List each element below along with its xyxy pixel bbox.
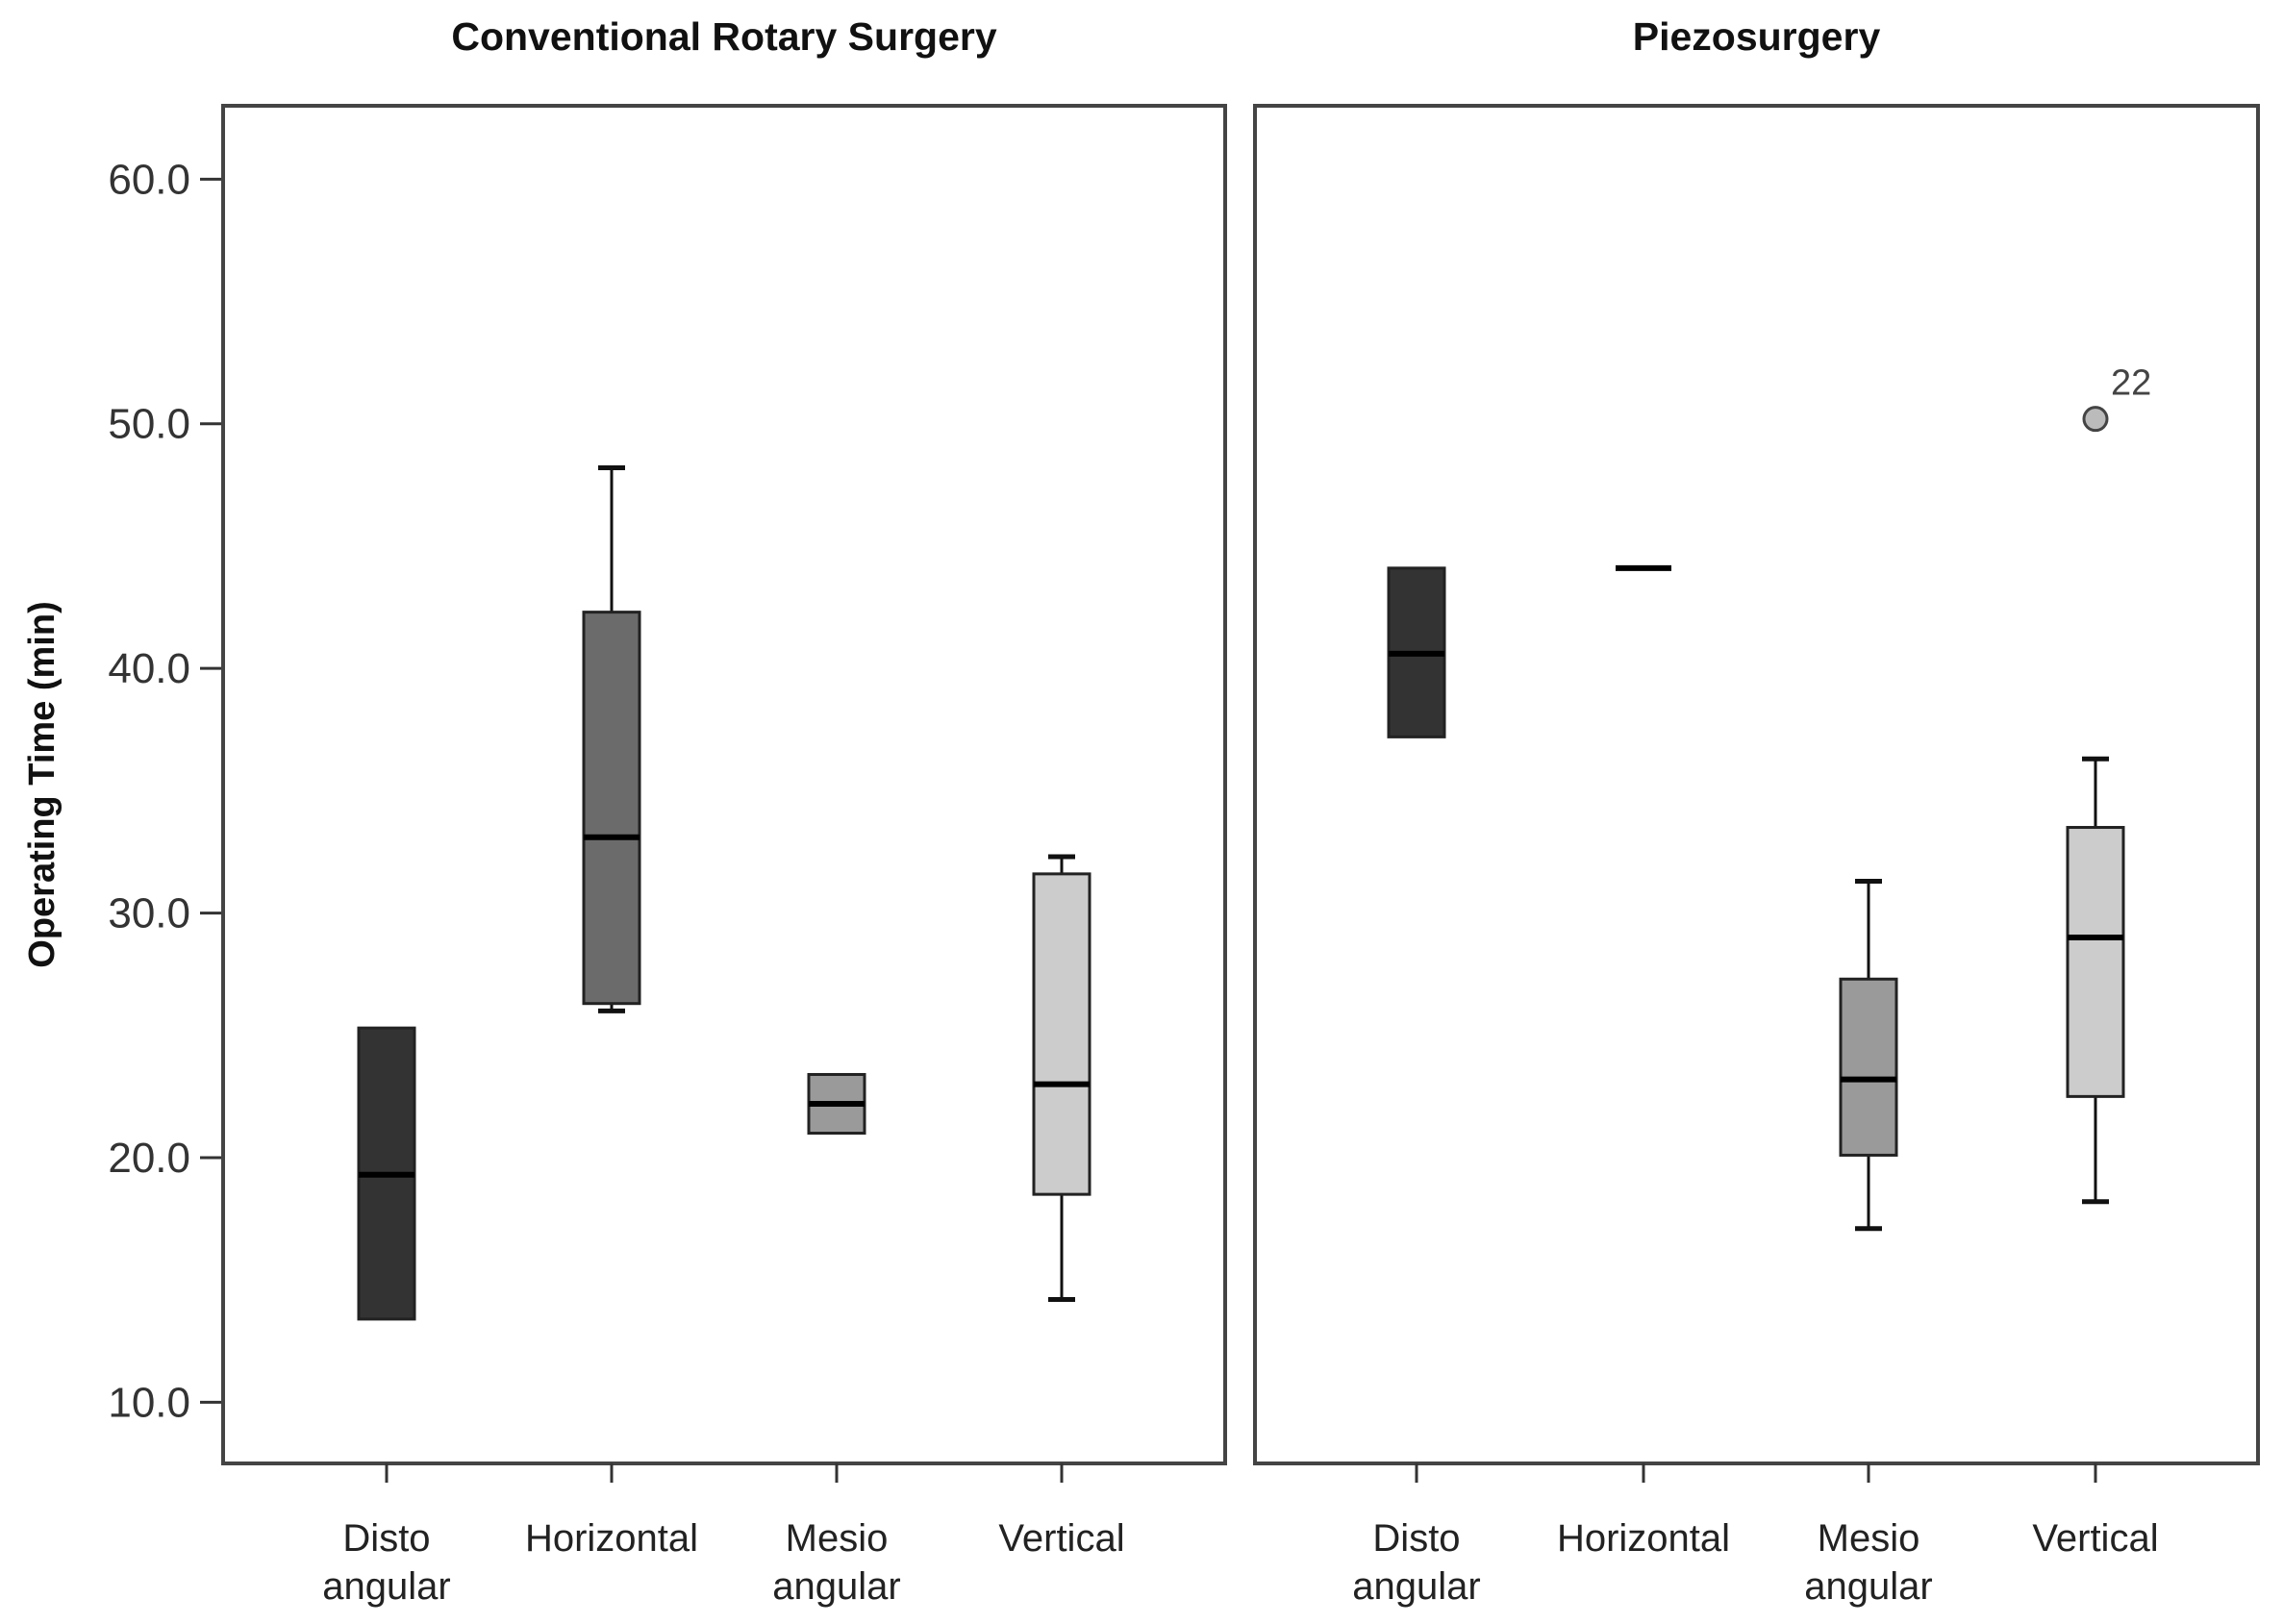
y-tick-label: 10.0: [108, 1379, 190, 1426]
x-tick-label-line: Mesio: [786, 1517, 889, 1560]
x-tick-label-line: angular: [1804, 1565, 1932, 1608]
y-tick-label: 30.0: [108, 890, 190, 937]
x-tick-label-line: Horizontal: [1557, 1517, 1730, 1560]
x-tick-label: Horizontal: [1557, 1517, 1730, 1560]
y-tick-label: 60.0: [108, 156, 190, 203]
x-tick-label-line: Horizontal: [525, 1517, 698, 1560]
x-tick-label: Horizontal: [525, 1517, 698, 1560]
y-tick-label: 40.0: [108, 645, 190, 692]
panel-title: Conventional Rotary Surgery: [451, 14, 996, 59]
box: [1839, 977, 1898, 1157]
x-tick-label: Vertical: [2032, 1517, 2158, 1560]
x-tick-label: Mesio angular: [772, 1517, 900, 1608]
x-tick-label: Mesio angular: [1804, 1517, 1932, 1608]
x-tick-label: Disto angular: [322, 1517, 450, 1608]
box: [582, 611, 641, 1006]
y-axis-label: Operating Time (min): [22, 601, 63, 967]
x-tick-label-line: Mesio: [1818, 1517, 1920, 1560]
panel-frame: [1253, 104, 2260, 1465]
x-tick-label-line: angular: [772, 1565, 900, 1608]
x-tick-label-line: angular: [1352, 1565, 1480, 1608]
box: [2066, 826, 2125, 1098]
x-tick-label: Vertical: [998, 1517, 1124, 1560]
outlier-label: 22: [2111, 363, 2151, 404]
x-tick-label-line: Disto: [1372, 1517, 1460, 1560]
x-tick-label-line: Vertical: [998, 1517, 1124, 1560]
panel-frame: [221, 104, 1227, 1465]
x-tick-label: Disto angular: [1352, 1517, 1480, 1608]
box: [1032, 872, 1091, 1196]
panel-title: Piezosurgery: [1633, 14, 1881, 59]
y-tick-label: 50.0: [108, 401, 190, 448]
x-tick-label-line: Vertical: [2032, 1517, 2158, 1560]
x-tick-label-line: angular: [322, 1565, 450, 1608]
outlier-point: [2082, 406, 2109, 433]
x-tick-label-line: Disto: [342, 1517, 430, 1560]
y-tick-label: 20.0: [108, 1135, 190, 1182]
